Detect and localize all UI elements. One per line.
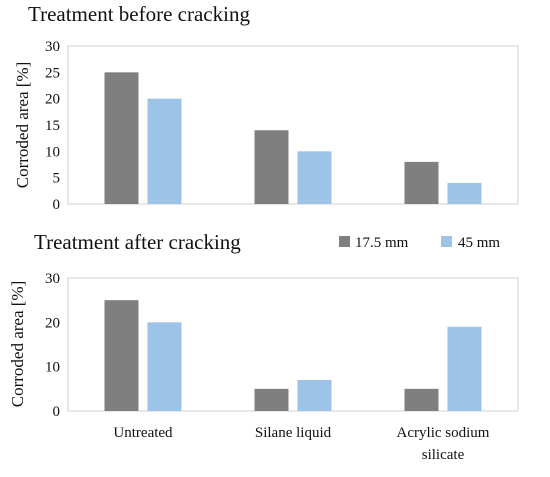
bar-45mm <box>297 151 332 204</box>
y-tick-label: 5 <box>53 171 61 187</box>
bar-17-5mm <box>104 300 139 411</box>
x-category-label: Untreated <box>113 425 173 441</box>
legend: 17.5 mm 45 mm <box>339 235 500 251</box>
chart-title: Treatment before cracking <box>28 2 250 26</box>
y-tick-label: 10 <box>45 144 60 160</box>
y-tick-label: 30 <box>45 39 60 55</box>
x-category-label: Acrylic sodium <box>397 425 490 441</box>
x-category-label: Silane liquid <box>255 425 332 441</box>
y-axis-ticks: 0 10 20 30 <box>45 271 60 420</box>
bar-45mm <box>147 322 182 411</box>
chart-title: Treatment after cracking <box>34 230 241 254</box>
y-tick-label: 0 <box>53 197 61 213</box>
bar-45mm <box>297 379 332 411</box>
legend-label-45mm: 45 mm <box>458 235 500 251</box>
legend-label-17-5mm: 17.5 mm <box>355 235 409 251</box>
x-category-label: silicate <box>422 447 465 463</box>
y-tick-label: 20 <box>45 315 60 331</box>
x-axis-categories: Untreated Silane liquid Acrylic sodium sili… <box>113 425 489 463</box>
bar-17-5mm <box>404 388 439 411</box>
bars <box>104 72 482 204</box>
bar-17-5mm <box>254 388 289 411</box>
y-tick-label: 10 <box>45 360 60 376</box>
plot-area-border <box>67 45 519 205</box>
y-axis-title: Corroded area [%] <box>13 62 32 189</box>
bars <box>104 300 482 411</box>
legend-swatch-45mm <box>441 236 452 247</box>
bar-17-5mm <box>254 130 289 204</box>
legend-swatch-17-5mm <box>339 236 350 247</box>
y-tick-label: 30 <box>45 271 60 287</box>
bar-45mm <box>447 182 482 204</box>
panel-after-cracking: Treatment after cracking Corroded area [… <box>8 230 519 463</box>
y-tick-label: 20 <box>45 92 60 108</box>
plot-area-border <box>67 277 519 412</box>
y-tick-label: 25 <box>45 65 60 81</box>
bar-45mm <box>147 98 182 204</box>
y-tick-label: 15 <box>45 118 60 134</box>
bar-17-5mm <box>104 72 139 204</box>
bar-45mm <box>447 326 482 411</box>
y-axis-title: Corroded area [%] <box>8 281 27 408</box>
bar-17-5mm <box>404 161 439 204</box>
y-tick-label: 0 <box>53 404 61 420</box>
y-axis-ticks: 0 5 10 15 20 25 30 <box>45 39 60 213</box>
panel-before-cracking: Treatment before cracking Corroded area … <box>13 2 519 213</box>
